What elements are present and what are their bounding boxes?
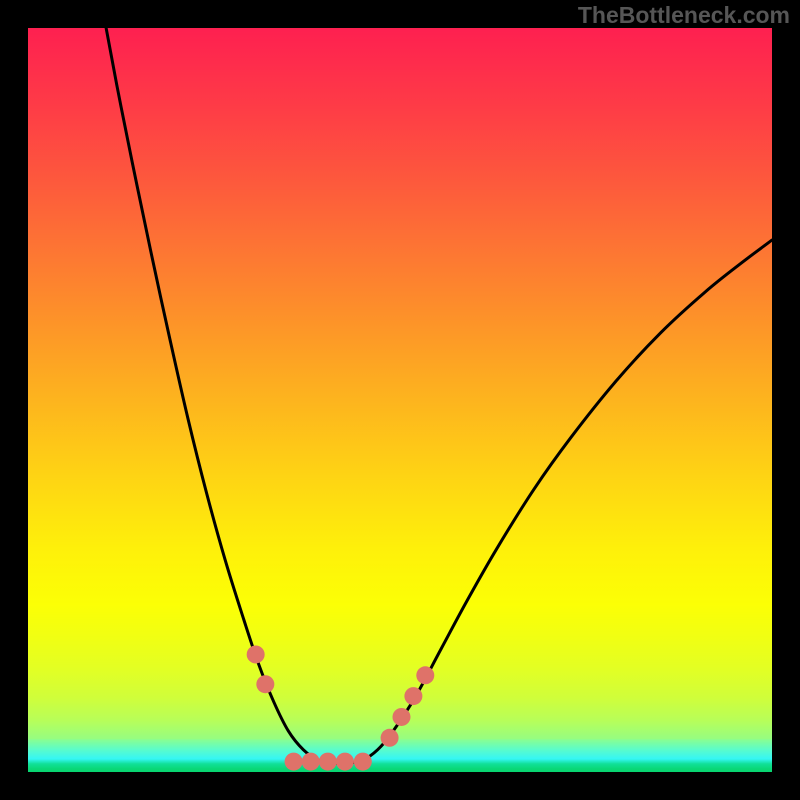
chart-svg [28,28,772,772]
marker-point [302,753,320,771]
marker-point [256,675,274,693]
marker-point [404,687,422,705]
marker-point [354,753,372,771]
marker-point [381,729,399,747]
marker-point [285,753,303,771]
watermark-text: TheBottleneck.com [578,2,790,29]
green-band [28,739,772,772]
marker-point [416,666,434,684]
marker-point [247,645,265,663]
marker-point [336,753,354,771]
marker-point [319,753,337,771]
plot-area [28,28,772,772]
marker-point [392,708,410,726]
gradient-background [28,28,772,772]
